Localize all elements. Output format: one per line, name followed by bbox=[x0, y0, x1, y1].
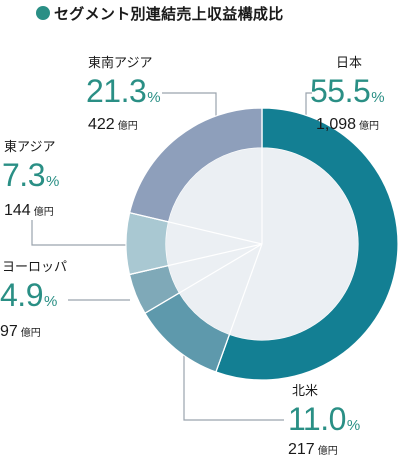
title-bullet-icon bbox=[36, 6, 50, 20]
label-north-america-percent: 11.0% bbox=[288, 401, 360, 444]
leader-line-east-asia bbox=[31, 220, 155, 246]
europe-amount-unit: 億円 bbox=[20, 328, 41, 339]
label-southeast-asia-amount: 422 億円 bbox=[88, 113, 138, 138]
label-north-america-name: 北米 bbox=[292, 384, 319, 399]
label-east-asia-name: 東アジア bbox=[4, 140, 56, 155]
east-asia-percent-value: 7.3 bbox=[2, 157, 45, 193]
label-east-asia-percent: 7.3% bbox=[2, 157, 59, 200]
japan-percent-value: 55.5 bbox=[310, 73, 371, 109]
southeast-asia-amount-value: 422 bbox=[88, 116, 115, 133]
north-america-amount-value: 217 bbox=[288, 441, 315, 458]
japan-amount-value: 1,098 bbox=[316, 116, 357, 133]
label-japan-percent: 55.5% bbox=[310, 73, 385, 116]
north-america-percent-unit: % bbox=[346, 417, 361, 434]
label-japan-amount: 1,098 億円 bbox=[316, 113, 379, 138]
label-east-asia-amount: 144 億円 bbox=[4, 199, 54, 224]
label-southeast-asia-name: 東南アジア bbox=[88, 56, 153, 71]
europe-amount-value: 97 bbox=[0, 323, 18, 340]
japan-amount-unit: 億円 bbox=[359, 121, 380, 132]
slice-dividers bbox=[129, 108, 263, 373]
label-japan-name: 日本 bbox=[336, 56, 363, 71]
europe-percent-unit: % bbox=[43, 293, 58, 310]
east-asia-percent-unit: % bbox=[45, 173, 60, 190]
east-asia-amount-unit: 億円 bbox=[33, 207, 54, 218]
label-europe-name: ヨーロッパ bbox=[2, 260, 68, 275]
chart-title-text: セグメント別連結売上収益構成比 bbox=[54, 4, 284, 23]
europe-percent-value: 4.9 bbox=[0, 277, 43, 313]
chart-title: セグメント別連結売上収益構成比 bbox=[36, 2, 284, 24]
japan-percent-unit: % bbox=[371, 89, 385, 106]
label-southeast-asia-percent: 21.3% bbox=[86, 73, 161, 116]
label-north-america-amount: 217 億円 bbox=[288, 438, 338, 463]
north-america-percent-value: 11.0 bbox=[288, 401, 346, 437]
southeast-asia-amount-unit: 億円 bbox=[117, 121, 138, 132]
donut-slice-east-asia bbox=[125, 211, 170, 276]
southeast-asia-percent-unit: % bbox=[147, 89, 161, 106]
east-asia-amount-value: 144 bbox=[4, 202, 31, 219]
label-europe-percent: 4.9% bbox=[0, 277, 57, 320]
north-america-amount-unit: 億円 bbox=[317, 446, 338, 457]
southeast-asia-percent-value: 21.3 bbox=[86, 73, 147, 109]
label-europe-amount: 97 億円 bbox=[0, 320, 41, 345]
